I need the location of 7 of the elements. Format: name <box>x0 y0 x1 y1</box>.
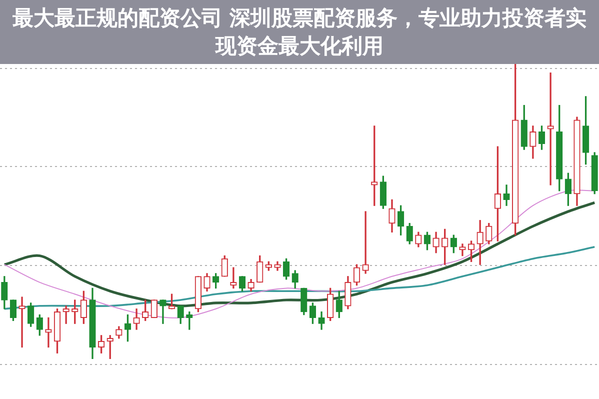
candlestick <box>45 317 52 348</box>
candlestick <box>62 306 70 324</box>
candlestick <box>18 296 26 348</box>
candlestick <box>230 267 237 289</box>
candlestick <box>547 72 554 186</box>
candlestick <box>362 211 369 274</box>
chart-title: 最大最正规的配资公司 深圳股票配资服务，专业助力投资者实现资金最大化利用 <box>0 0 599 64</box>
